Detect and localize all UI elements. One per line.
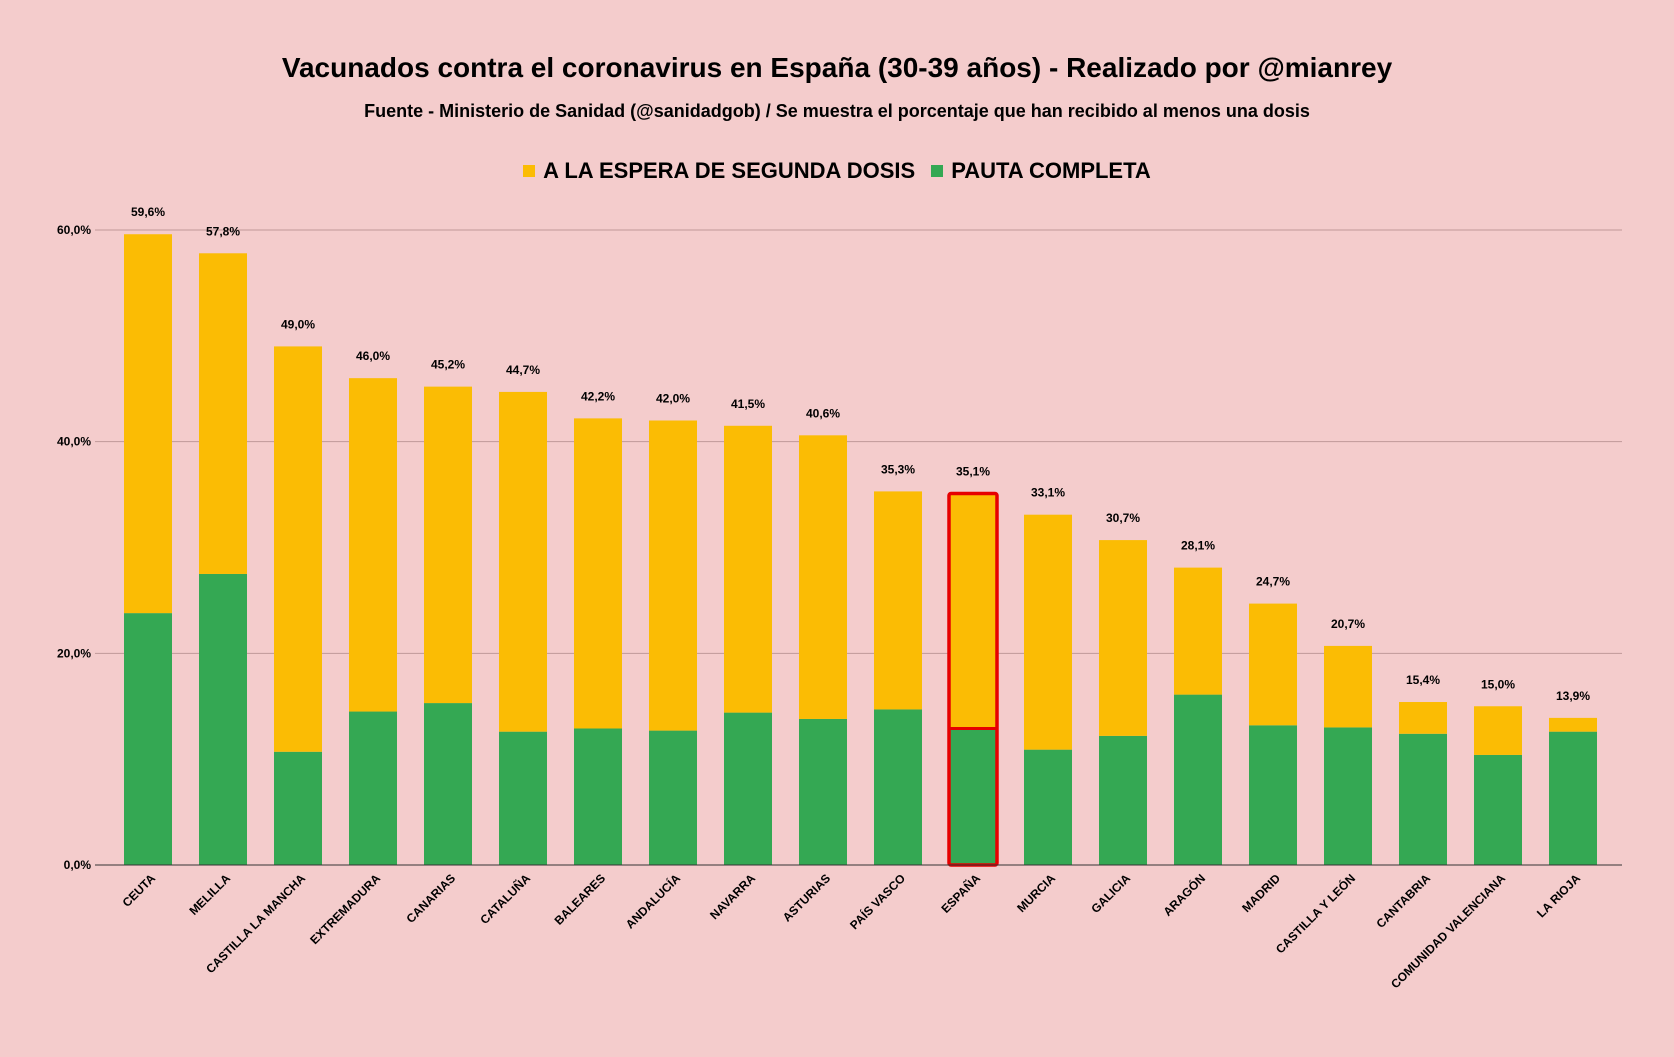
x-tick-label: CANARIAS bbox=[403, 871, 458, 926]
x-tick-label: ANDALUCÍA bbox=[622, 870, 683, 931]
bar-pauta-completa bbox=[1024, 749, 1072, 865]
total-data-label: 35,3% bbox=[881, 462, 915, 476]
total-data-label: 59,6% bbox=[131, 205, 165, 219]
bar-espera-segunda-dosis bbox=[574, 418, 622, 729]
bar-pauta-completa bbox=[199, 573, 247, 865]
bar-espera-segunda-dosis bbox=[1024, 514, 1072, 750]
total-data-label: 24,7% bbox=[1256, 575, 1290, 589]
bar-pauta-completa bbox=[1249, 725, 1297, 865]
chart-subtitle: Fuente - Ministerio de Sanidad (@sanidad… bbox=[364, 101, 1310, 121]
bar-espera-segunda-dosis bbox=[274, 346, 322, 752]
bar-pauta-completa bbox=[724, 712, 772, 865]
bar-espera-segunda-dosis bbox=[649, 420, 697, 731]
bar-pauta-completa bbox=[274, 751, 322, 865]
chart-title: Vacunados contra el coronavirus en Españ… bbox=[281, 52, 1393, 83]
bar-espera-segunda-dosis bbox=[1399, 702, 1447, 734]
bar-espera-segunda-dosis bbox=[124, 234, 172, 614]
x-tick-label: EXTREMADURA bbox=[307, 871, 383, 947]
bar-pauta-completa bbox=[1099, 735, 1147, 865]
total-data-label: 30,7% bbox=[1106, 511, 1140, 525]
y-tick-label: 40,0% bbox=[57, 435, 91, 449]
bar-espera-segunda-dosis bbox=[949, 493, 997, 729]
bar-pauta-completa bbox=[1474, 754, 1522, 865]
total-data-label: 33,1% bbox=[1031, 486, 1065, 500]
total-data-label: 41,5% bbox=[731, 397, 765, 411]
total-data-label: 28,1% bbox=[1181, 539, 1215, 553]
bar-espera-segunda-dosis bbox=[424, 386, 472, 704]
bar-espera-segunda-dosis bbox=[874, 491, 922, 710]
bar-pauta-completa bbox=[424, 703, 472, 865]
bar-espera-segunda-dosis bbox=[499, 391, 547, 732]
x-tick-label: CANTABRIA bbox=[1373, 871, 1433, 931]
total-data-label: 13,9% bbox=[1556, 689, 1590, 703]
bar-pauta-completa bbox=[949, 728, 997, 865]
bar-espera-segunda-dosis bbox=[1174, 567, 1222, 695]
x-tick-label: ESPAÑA bbox=[938, 870, 984, 916]
bar-pauta-completa bbox=[1324, 727, 1372, 865]
bar-pauta-completa bbox=[124, 613, 172, 865]
bar-espera-segunda-dosis bbox=[724, 425, 772, 713]
x-tick-label: GALICIA bbox=[1088, 871, 1133, 916]
bar-espera-segunda-dosis bbox=[199, 253, 247, 574]
x-tick-label: LA RIOJA bbox=[1534, 871, 1583, 920]
total-data-label: 42,0% bbox=[656, 392, 690, 406]
bar-pauta-completa bbox=[499, 731, 547, 865]
y-tick-label: 0,0% bbox=[64, 858, 92, 872]
bar-pauta-completa bbox=[1174, 694, 1222, 865]
bar-espera-segunda-dosis bbox=[1324, 645, 1372, 728]
x-tick-label: PAÍS VASCO bbox=[846, 871, 908, 933]
legend-swatch-espera bbox=[523, 165, 536, 177]
bar-pauta-completa bbox=[874, 709, 922, 865]
total-data-label: 40,6% bbox=[806, 406, 840, 420]
bar-pauta-completa bbox=[1399, 733, 1447, 865]
bar-pauta-completa bbox=[349, 711, 397, 865]
total-data-label: 57,8% bbox=[206, 224, 240, 238]
y-tick-label: 60,0% bbox=[57, 223, 91, 237]
legend: A LA ESPERA DE SEGUNDA DOSIS PAUTA COMPL… bbox=[0, 158, 1674, 184]
total-data-label: 20,7% bbox=[1331, 617, 1365, 631]
x-tick-label: CEUTA bbox=[120, 871, 159, 910]
bar-espera-segunda-dosis bbox=[1549, 717, 1597, 732]
x-tick-label: MELILLA bbox=[186, 871, 233, 918]
legend-label-completa: PAUTA COMPLETA bbox=[951, 158, 1151, 183]
x-tick-label: MADRID bbox=[1239, 871, 1283, 915]
y-tick-label: 20,0% bbox=[57, 646, 91, 660]
x-tick-label: NAVARRA bbox=[707, 871, 758, 922]
x-tick-label: CASTILLA Y LEÓN bbox=[1272, 871, 1358, 957]
legend-item-espera: A LA ESPERA DE SEGUNDA DOSIS bbox=[523, 158, 915, 184]
total-data-label: 15,0% bbox=[1481, 677, 1515, 691]
total-data-label: 46,0% bbox=[356, 349, 390, 363]
bar-espera-segunda-dosis bbox=[1099, 540, 1147, 736]
total-data-label: 42,2% bbox=[581, 389, 615, 403]
bar-espera-segunda-dosis bbox=[1249, 603, 1297, 726]
legend-swatch-completa bbox=[931, 165, 944, 177]
total-data-label: 49,0% bbox=[281, 317, 315, 331]
bar-pauta-completa bbox=[1549, 731, 1597, 865]
x-tick-label: ARAGÓN bbox=[1160, 871, 1208, 919]
total-data-label: 45,2% bbox=[431, 358, 465, 372]
bar-espera-segunda-dosis bbox=[349, 378, 397, 712]
legend-item-completa: PAUTA COMPLETA bbox=[931, 158, 1151, 184]
x-tick-label: BALEARES bbox=[552, 871, 609, 928]
x-tick-label: MURCIA bbox=[1014, 871, 1058, 915]
total-data-label: 44,7% bbox=[506, 363, 540, 377]
total-data-label: 15,4% bbox=[1406, 673, 1440, 687]
legend-label-espera: A LA ESPERA DE SEGUNDA DOSIS bbox=[543, 158, 916, 183]
x-tick-label: CATALUÑA bbox=[477, 870, 534, 927]
x-tick-label: ASTURIAS bbox=[780, 871, 833, 924]
bar-espera-segunda-dosis bbox=[799, 435, 847, 719]
total-data-label: 35,1% bbox=[956, 465, 990, 479]
bar-pauta-completa bbox=[649, 730, 697, 865]
bar-pauta-completa bbox=[574, 728, 622, 865]
bar-pauta-completa bbox=[799, 718, 847, 865]
bar-espera-segunda-dosis bbox=[1474, 706, 1522, 755]
